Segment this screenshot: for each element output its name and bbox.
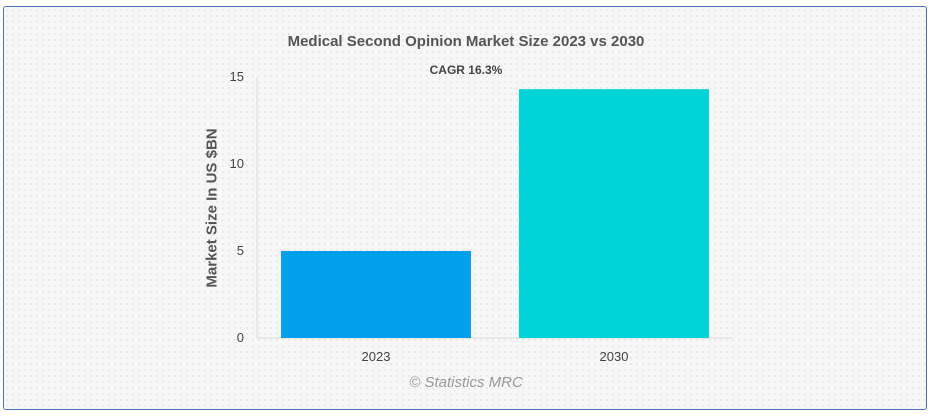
chart-frame — [3, 6, 927, 410]
x-tick-label: 2030 — [600, 349, 629, 364]
y-tick-label: 15 — [230, 69, 244, 84]
bar-2023 — [281, 251, 471, 338]
chart-subtitle: CAGR 16.3% — [429, 63, 503, 77]
chart-title: Medical Second Opinion Market Size 2023 … — [287, 33, 645, 50]
y-tick-label: 10 — [230, 156, 244, 171]
bars — [281, 89, 709, 339]
x-tick-label: 2023 — [362, 349, 391, 364]
x-ticks: 2023 2030 — [362, 349, 629, 364]
bar-2030 — [519, 89, 709, 339]
y-tick-label: 5 — [237, 243, 244, 258]
y-tick-label: 0 — [237, 330, 244, 345]
credit-watermark: © Statistics MRC — [409, 374, 523, 391]
y-ticks: 0 5 10 15 — [230, 69, 244, 345]
